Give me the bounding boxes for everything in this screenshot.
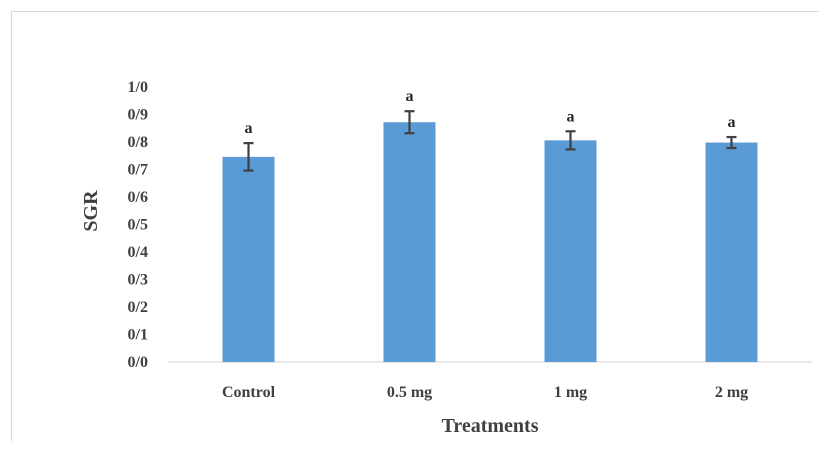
- y-axis-title: SGR: [80, 190, 102, 232]
- significance-labels: a a a a: [245, 88, 736, 137]
- y-tick-label: 0/7: [128, 162, 148, 179]
- bar-0-5-mg: [383, 122, 436, 362]
- y-tick-label: 1/0: [128, 79, 148, 96]
- y-tick-label: 0/9: [128, 107, 148, 124]
- y-tick-label: 0/3: [128, 272, 148, 289]
- bar-control: [222, 156, 275, 362]
- y-tick-label: 0/1: [128, 327, 148, 344]
- y-tick-label: 0/4: [128, 244, 148, 261]
- y-tick-label: 0/2: [128, 299, 148, 316]
- y-tick-label: 0/0: [128, 354, 148, 371]
- significance-label: a: [567, 108, 575, 125]
- bar-1-mg: [544, 140, 597, 362]
- x-tick-label: 1 mg: [554, 384, 587, 401]
- bars: [222, 122, 758, 362]
- significance-label: a: [728, 114, 736, 131]
- chart-frame: [11, 11, 819, 441]
- y-tick-label: 0/5: [128, 217, 148, 234]
- x-tick-label: 0.5 mg: [387, 384, 432, 401]
- x-axis-title: Treatments: [441, 415, 538, 437]
- error-bars: [243, 110, 737, 172]
- significance-label: a: [245, 120, 253, 137]
- significance-label: a: [406, 88, 414, 105]
- bar-2-mg: [705, 142, 758, 362]
- x-tick-label: Control: [222, 384, 276, 401]
- x-tick-label: 2 mg: [715, 384, 748, 401]
- y-tick-labels: 0/0 0/1 0/2 0/3 0/4 0/5 0/6 0/7 0/8 0/9 1/0: [128, 79, 148, 371]
- y-tick-label: 0/6: [128, 189, 148, 206]
- y-tick-label: 0/8: [128, 134, 148, 151]
- x-tick-labels: Control 0.5 mg 1 mg 2 mg: [222, 384, 748, 401]
